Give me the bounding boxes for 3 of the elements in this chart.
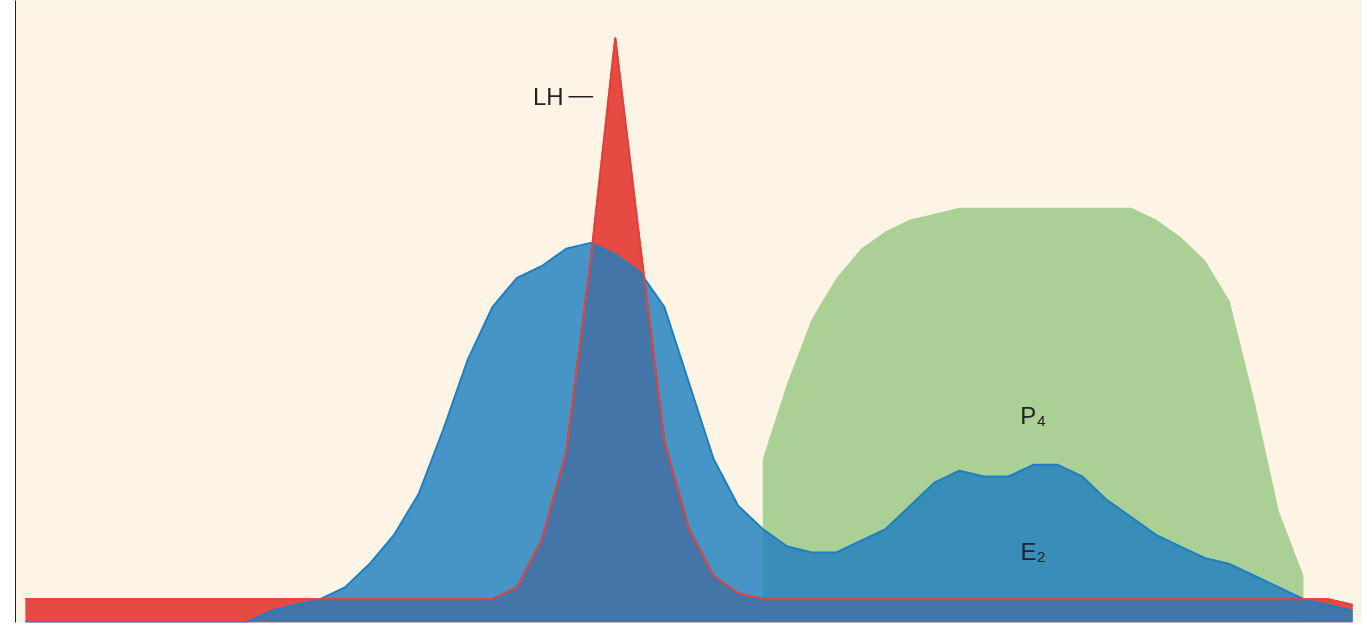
series-label: P₄ <box>1020 401 1047 429</box>
series-label: LH <box>532 83 564 111</box>
series-label: E₂ <box>1020 538 1046 566</box>
